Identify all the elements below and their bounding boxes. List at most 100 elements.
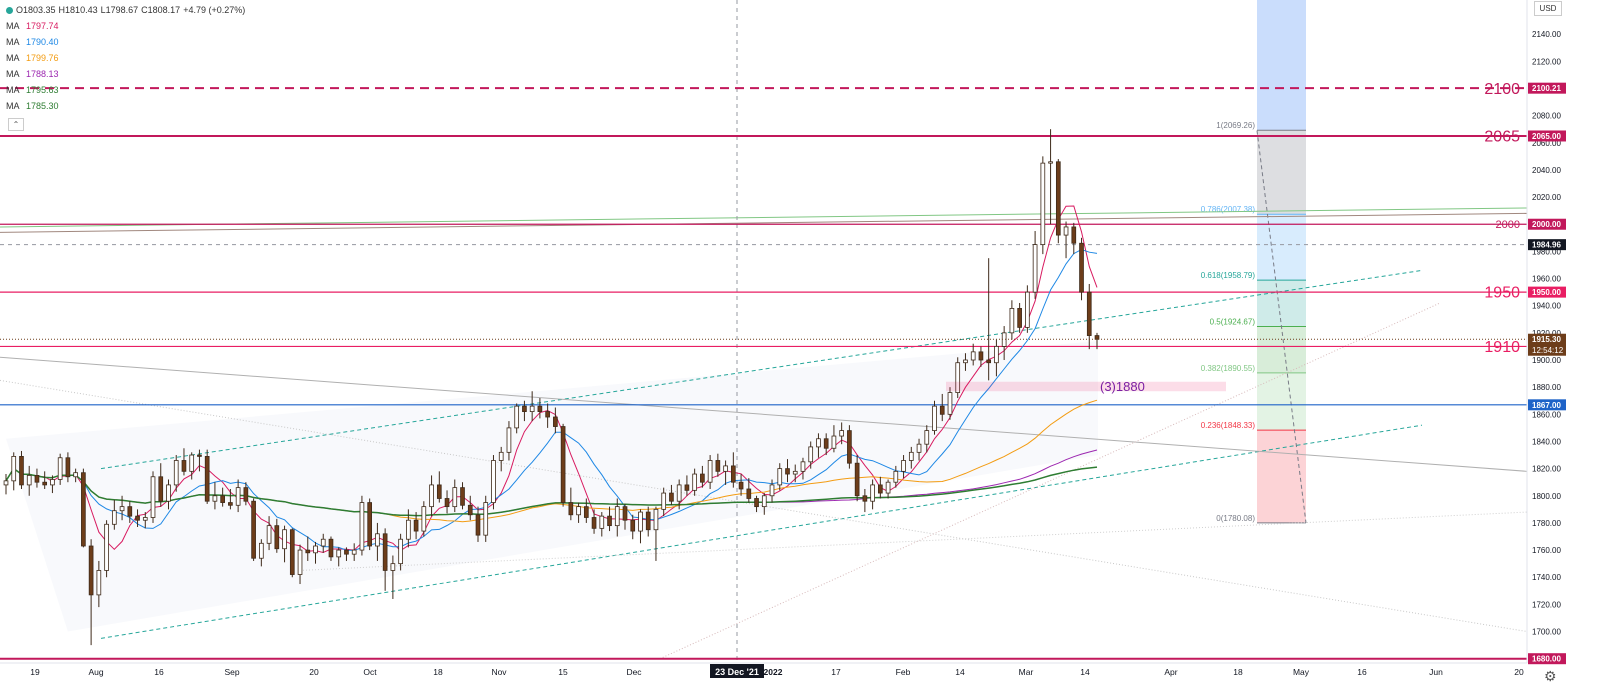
candle-body[interactable] [568, 502, 574, 516]
candle-body[interactable] [282, 529, 287, 550]
candle-body[interactable] [769, 484, 775, 497]
currency-selector[interactable]: USD [1534, 1, 1562, 16]
candle-body[interactable] [885, 481, 891, 494]
price-tag[interactable] [1528, 130, 1566, 142]
trendline-dotted-3[interactable] [659, 302, 1441, 660]
candle-body[interactable] [1071, 226, 1077, 244]
candle-body[interactable] [700, 473, 705, 483]
candle-body[interactable] [1009, 308, 1015, 334]
candle-body[interactable] [498, 451, 504, 461]
candle-body[interactable] [583, 506, 589, 518]
candle-body[interactable] [831, 435, 837, 449]
ma-row-3[interactable]: MA 1799.76 [6, 50, 248, 66]
candle-body[interactable] [792, 470, 798, 475]
candle-body[interactable] [336, 549, 342, 558]
candle-body[interactable] [800, 461, 806, 472]
candle-body[interactable] [870, 484, 875, 502]
candle-body[interactable] [684, 484, 690, 491]
candle-body[interactable] [916, 443, 922, 453]
candle-body[interactable] [908, 451, 914, 461]
candle-body[interactable] [181, 460, 187, 472]
candle-body[interactable] [692, 473, 697, 491]
candle-body[interactable] [939, 405, 945, 415]
candle-body[interactable] [947, 392, 953, 415]
candle-body[interactable] [661, 492, 667, 510]
candle-body[interactable] [142, 517, 148, 521]
candle-body[interactable] [65, 457, 71, 478]
candle-body[interactable] [328, 538, 334, 558]
candle-body[interactable] [421, 506, 427, 532]
candle-body[interactable] [970, 351, 976, 361]
candle-body[interactable] [676, 484, 682, 502]
candle-body[interactable] [483, 502, 489, 536]
candle-body[interactable] [630, 519, 636, 532]
price-tag[interactable] [1528, 399, 1566, 411]
candle-body[interactable] [344, 549, 349, 555]
candle-body[interactable] [390, 563, 396, 571]
candle-body[interactable] [228, 502, 233, 506]
candle-body[interactable] [88, 545, 94, 596]
candle-body[interactable] [3, 480, 9, 486]
candle-body[interactable] [785, 468, 790, 475]
candle-body[interactable] [730, 465, 736, 483]
candle-body[interactable] [1025, 291, 1030, 328]
candle-body[interactable] [460, 487, 465, 506]
candle-body[interactable] [761, 495, 767, 508]
candle-body[interactable] [197, 454, 202, 457]
candle-body[interactable] [553, 416, 558, 427]
candle-body[interactable] [313, 545, 318, 554]
candle-body[interactable] [560, 426, 566, 503]
candle-body[interactable] [406, 519, 411, 540]
trendline-long-brown[interactable] [0, 212, 1528, 233]
candle-body[interactable] [777, 468, 783, 486]
candle-body[interactable] [576, 506, 581, 516]
candle-body[interactable] [986, 359, 992, 364]
candle-body[interactable] [1048, 161, 1053, 164]
candle-body[interactable] [955, 362, 961, 393]
candle-body[interactable] [81, 472, 86, 547]
candle-body[interactable] [537, 405, 543, 412]
candle-body[interactable] [491, 460, 496, 503]
highlight-zone[interactable] [946, 381, 1226, 392]
trendline-upper-channel[interactable] [100, 269, 1423, 470]
candle-body[interactable] [398, 538, 403, 565]
candle-body[interactable] [50, 479, 55, 486]
candle-body[interactable] [963, 359, 968, 364]
candle-body[interactable] [932, 405, 937, 432]
projection-box[interactable] [1257, 0, 1306, 131]
candle-body[interactable] [166, 484, 171, 502]
candle-body[interactable] [11, 456, 17, 482]
candle-body[interactable] [42, 481, 48, 486]
candle-body[interactable] [816, 438, 821, 448]
candle-body[interactable] [1063, 226, 1069, 236]
candle-body[interactable] [653, 508, 659, 531]
candle-body[interactable] [522, 405, 527, 412]
candle-body[interactable] [738, 481, 744, 490]
candle-body[interactable] [1040, 162, 1046, 245]
price-tag[interactable] [1528, 653, 1566, 665]
candle-body[interactable] [375, 533, 380, 547]
candle-body[interactable] [715, 460, 721, 472]
candle-body[interactable] [135, 515, 140, 521]
candle-body[interactable] [119, 506, 125, 512]
candle-body[interactable] [73, 472, 78, 478]
candle-body[interactable] [607, 515, 612, 527]
candle-body[interactable] [320, 538, 326, 547]
candle-body[interactable] [591, 517, 597, 529]
moving-average-line[interactable] [5, 248, 1098, 551]
candle-body[interactable] [1055, 161, 1061, 236]
candle-body[interactable] [289, 529, 295, 575]
candle-body[interactable] [878, 484, 883, 494]
candle-body[interactable] [111, 510, 117, 525]
candle-body[interactable] [444, 498, 450, 508]
candle-body[interactable] [351, 549, 357, 555]
candle-body[interactable] [924, 430, 930, 445]
candle-body[interactable] [220, 495, 225, 503]
candle-body[interactable] [467, 504, 473, 516]
moving-average-line[interactable] [5, 205, 1098, 554]
candle-body[interactable] [808, 446, 814, 463]
candle-body[interactable] [212, 495, 218, 502]
candle-body[interactable] [266, 525, 272, 544]
candle-body[interactable] [243, 487, 249, 502]
